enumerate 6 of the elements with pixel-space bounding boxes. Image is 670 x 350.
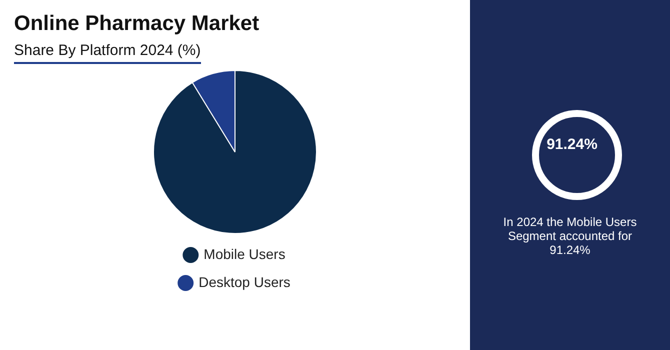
- text: 91.24%: [546, 136, 598, 153]
- chart-title: Online Pharmacy Market: [14, 12, 260, 36]
- chart-subtitle: Share By Platform 2024 (%): [14, 42, 201, 64]
- legend-label: Mobile Users: [204, 246, 286, 262]
- legend-label: Desktop Users: [198, 274, 290, 290]
- text: In 2024 the Mobile Users Segment accounted for 91.24%: [502, 215, 638, 257]
